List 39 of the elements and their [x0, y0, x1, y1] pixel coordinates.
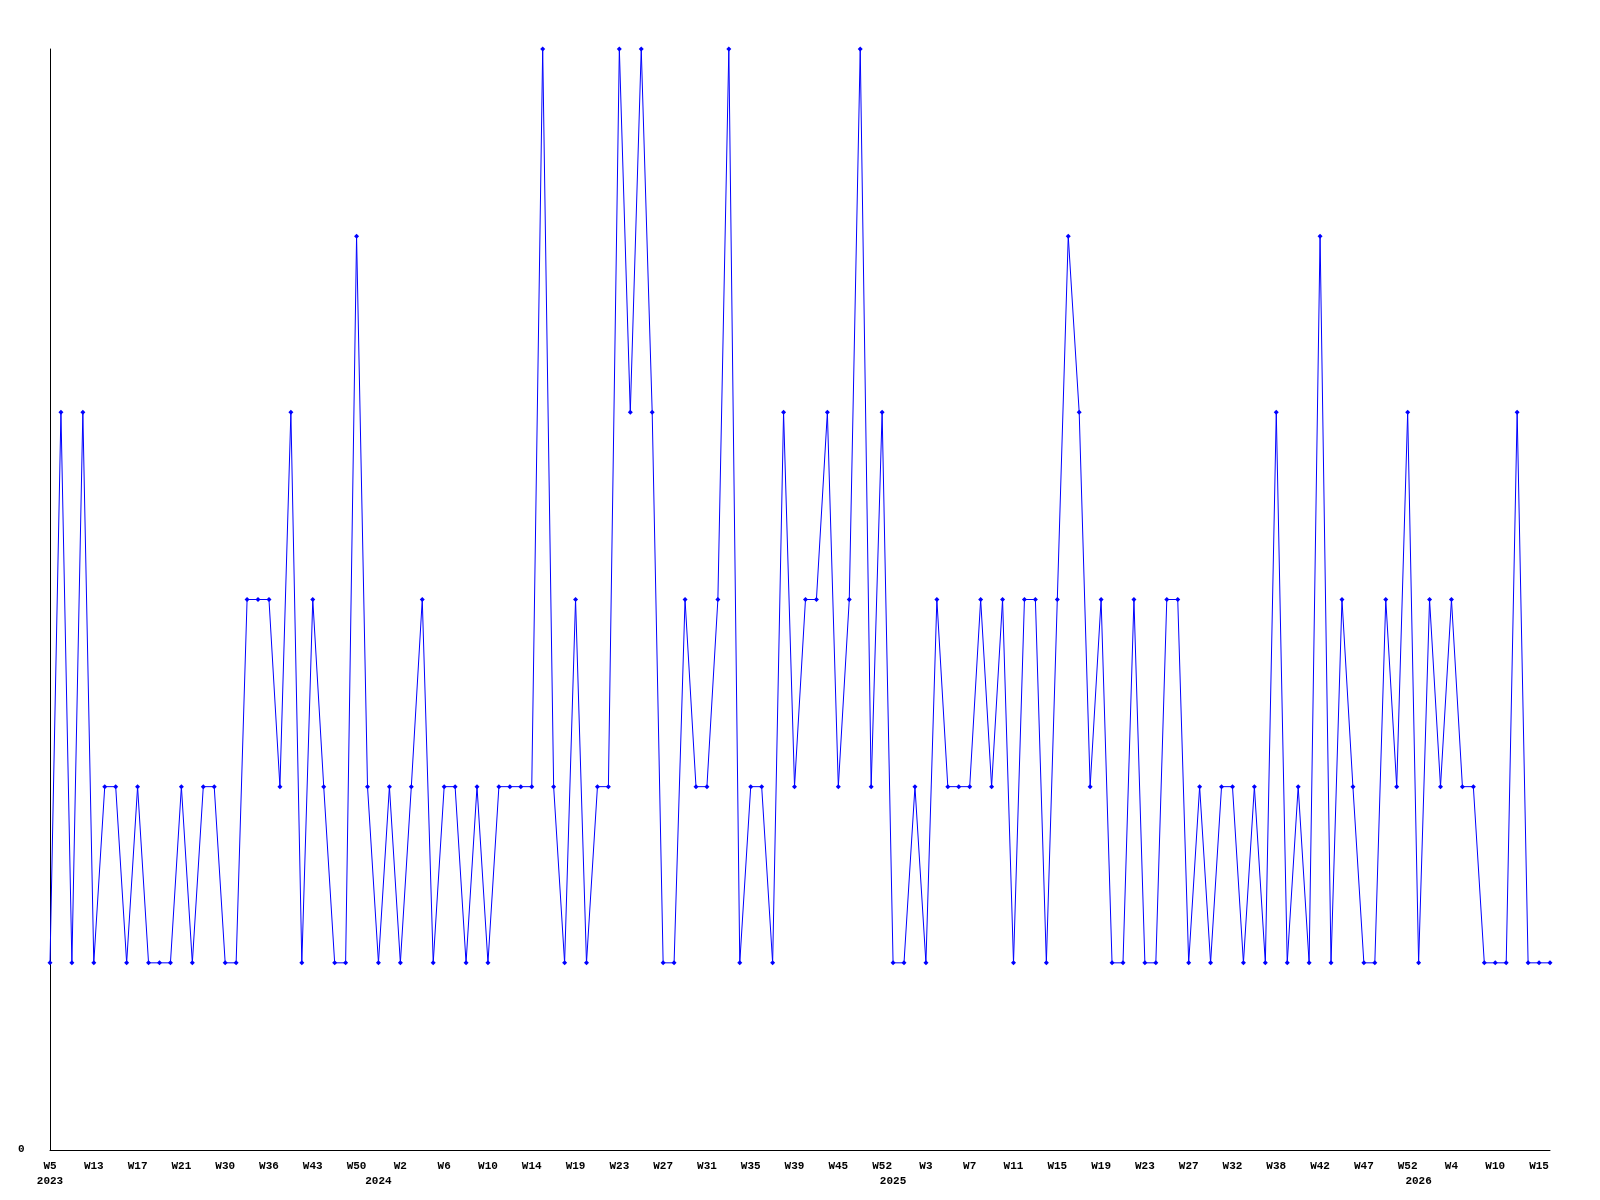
- x-tick-label: W32: [1222, 1159, 1243, 1172]
- x-tick-label: W6: [437, 1159, 451, 1172]
- x-tick-label: W21: [171, 1159, 192, 1172]
- x-tick-label: W27: [653, 1159, 674, 1172]
- x-tick-label: W19: [1091, 1159, 1111, 1172]
- x-tick-label: W35: [740, 1159, 762, 1172]
- x-tick-label: W31: [697, 1159, 718, 1172]
- x-tick-label: W10: [1485, 1159, 1506, 1172]
- x-tick-label: W23: [609, 1159, 630, 1172]
- x-tick-label: W27: [1178, 1159, 1199, 1172]
- x-tick-label: W4: [1444, 1159, 1459, 1172]
- x-tick-label: W52: [1397, 1159, 1418, 1172]
- x-tick-label: W13: [83, 1159, 105, 1172]
- x-tick-label: W39: [784, 1159, 805, 1172]
- x-tick-label: W47: [1353, 1159, 1374, 1172]
- x-tick-label: W15: [1047, 1159, 1068, 1172]
- text: 0: [18, 1142, 25, 1155]
- x-tick-label: W3: [919, 1159, 933, 1172]
- x-tick-label: 2025: [879, 1174, 907, 1187]
- x-tick-label: W2: [393, 1159, 407, 1172]
- x-tick-label: W38: [1266, 1159, 1287, 1172]
- x-tick-label: W14: [521, 1159, 543, 1172]
- x-tick-label: W17: [127, 1159, 148, 1172]
- x-tick-label: W15: [1529, 1159, 1550, 1172]
- x-tick-label: W7: [963, 1159, 977, 1172]
- x-tick-label: W52: [872, 1159, 893, 1172]
- x-tick-label: W30: [215, 1159, 236, 1172]
- x-tick-label: 2024: [365, 1174, 393, 1187]
- x-tick-label: W11: [1003, 1159, 1024, 1172]
- x-tick-label: W45: [828, 1159, 849, 1172]
- x-tick-label: W50: [346, 1159, 367, 1172]
- x-tick-label: W5 2023: [36, 1159, 64, 1187]
- x-tick-label: W23: [1134, 1159, 1156, 1172]
- x-tick-label: W42: [1310, 1159, 1330, 1172]
- x-tick-label: 2026: [1405, 1174, 1432, 1187]
- x-tick-label: W43: [302, 1159, 324, 1172]
- x-tick-label: W10: [478, 1159, 498, 1172]
- x-tick-label: W19: [565, 1159, 586, 1172]
- x-tick-label: W36: [259, 1159, 279, 1172]
